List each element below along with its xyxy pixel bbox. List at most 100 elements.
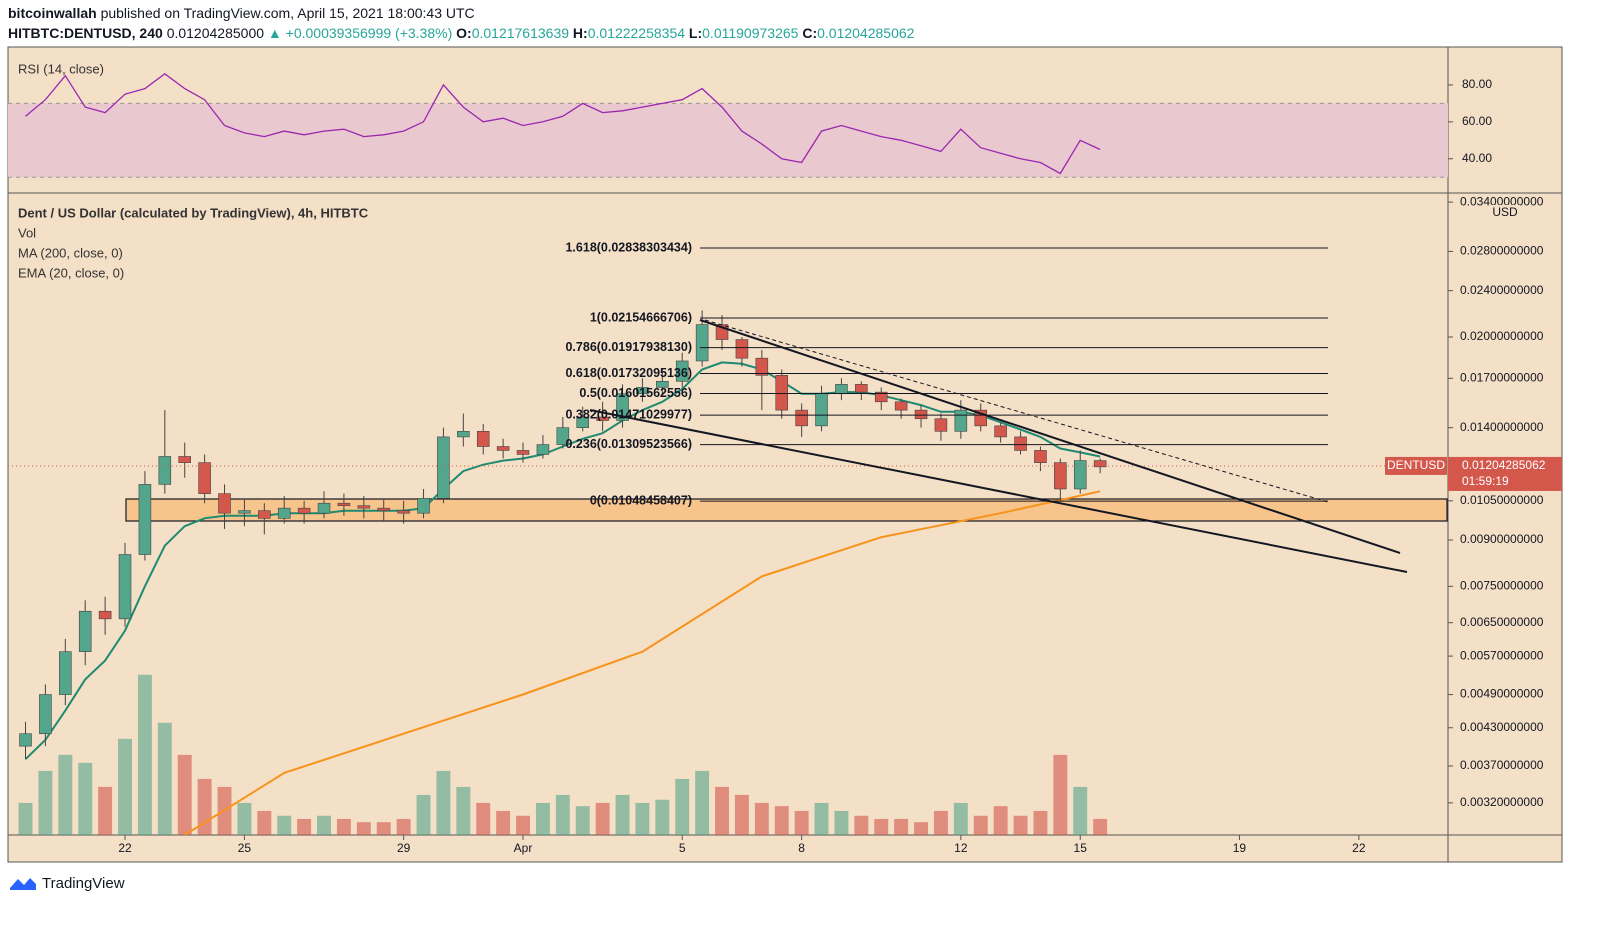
fib-label: 1(0.02154666706) (590, 310, 692, 324)
volume-bar (58, 754, 73, 835)
x-tick-label: 25 (238, 841, 252, 855)
symbol-line: HITBTC:DENTUSD, 240 0.01204285000 ▲ +0.0… (8, 25, 914, 41)
fib-label: 0.5(0.01601562556) (579, 386, 692, 400)
volume-bar (595, 802, 610, 835)
y-tick-label: 0.00430000000 (1460, 720, 1544, 734)
ohlc-key: C: (802, 25, 818, 41)
y-tick-label: 0.01050000000 (1460, 493, 1544, 507)
candle-body (675, 360, 689, 382)
price-tag-label: 0.01204285062 (1462, 458, 1546, 472)
candle-body (437, 436, 450, 499)
candle-body (695, 324, 709, 362)
volume-bar (237, 802, 252, 835)
x-tick-label: 5 (679, 841, 686, 855)
candle-body (556, 427, 570, 445)
candle-body (39, 694, 52, 735)
volume-bar (98, 786, 113, 835)
candle-body (835, 384, 848, 395)
volume-bar (914, 822, 928, 835)
volume-bar (535, 802, 550, 835)
y-tick-label: 0.02400000000 (1460, 283, 1544, 297)
legend-entry: Vol (18, 225, 36, 240)
price: 0.01204285000 (166, 25, 265, 41)
symbol-tag (1385, 456, 1447, 475)
volume-bar (555, 794, 570, 835)
support-zone (125, 498, 1448, 522)
candle-body (19, 733, 32, 747)
volume-bar (317, 815, 331, 835)
x-tick-label: 12 (954, 841, 968, 855)
volume-bar (953, 802, 968, 835)
candle-body (855, 384, 868, 393)
ohlc-value: 0.01204285062 (817, 25, 915, 41)
brand-logo (10, 878, 36, 890)
rsi-band (8, 103, 1448, 178)
volume-bar (257, 810, 272, 835)
candle-body (914, 409, 928, 420)
rsi-pane (8, 72, 1448, 178)
candle-body (78, 610, 92, 652)
volume-bar (157, 722, 172, 835)
candle-body (238, 510, 251, 514)
candle-body (874, 391, 888, 403)
volume-bar (336, 818, 351, 835)
countdown-label: 01:59:19 (1462, 474, 1509, 488)
volume-bar (635, 802, 650, 835)
candle-body (158, 456, 172, 485)
rsi-tick-label: 60.00 (1462, 114, 1492, 128)
candle-body (457, 431, 470, 438)
x-tick-label: Apr (514, 841, 533, 855)
candle-body (496, 446, 510, 451)
candle-body (516, 450, 530, 455)
ohlc-l: L:0.01190973265 (689, 25, 799, 41)
volume-bar (715, 786, 729, 835)
volume-bar (476, 802, 491, 835)
candle-body (934, 418, 948, 432)
axes: 22 25 29 Apr 5 8 12 15 19 22 0.03400000000 0.028000… (118, 77, 1562, 855)
y-tick-label: 0.00320000000 (1460, 795, 1544, 809)
candle-body (277, 507, 291, 519)
candle-body (258, 510, 271, 519)
rsi-tick-label: 40.00 (1462, 151, 1492, 165)
volume-bar (436, 770, 451, 835)
volume-bar (1053, 754, 1068, 835)
publisher: bitcoinwallah (8, 5, 97, 21)
ohlc-key: H: (572, 25, 588, 41)
candle-body (118, 554, 132, 620)
candle-body (795, 409, 808, 427)
candle-body (616, 393, 629, 421)
volume-bar (874, 818, 889, 835)
volume-bar (695, 770, 710, 835)
y-tick-label: 0.02800000000 (1460, 244, 1544, 258)
y-tick-label: 0.00900000000 (1460, 532, 1544, 546)
candle-body (735, 339, 749, 359)
volume-bar (1013, 815, 1028, 835)
y-tick-label: 0.03400000000 (1460, 194, 1544, 208)
ohlc-value: 0.01190973265 (702, 25, 799, 41)
candle-body (297, 507, 311, 514)
candle-body (198, 462, 211, 494)
y-tick-label: 0.00490000000 (1460, 687, 1544, 701)
fib-label: 0.382(0.01471029977) (565, 407, 692, 421)
x-tick-label: 22 (1352, 841, 1366, 855)
candle-body (636, 387, 649, 395)
candle-body (1073, 460, 1087, 490)
y-tick-label: 0.01400000000 (1460, 420, 1544, 434)
volume-bar (516, 815, 530, 835)
volume-bar (137, 674, 152, 835)
y-tick-label: 0.01700000000 (1460, 370, 1544, 384)
volume-bar (78, 762, 93, 835)
price-pane (8, 310, 1448, 835)
candle-body (218, 493, 231, 514)
candle-body (954, 409, 968, 432)
volume-bar (794, 810, 809, 835)
volume-bar (118, 738, 132, 835)
candle-body (775, 375, 789, 411)
trendline (699, 319, 1401, 554)
candle-body (476, 431, 490, 447)
volume-bar (933, 810, 948, 835)
publish-line: bitcoinwallah published on TradingView.c… (8, 5, 475, 21)
y-tick-label: 0.00370000000 (1460, 758, 1544, 772)
y-tick-label: 0.00570000000 (1460, 648, 1544, 662)
